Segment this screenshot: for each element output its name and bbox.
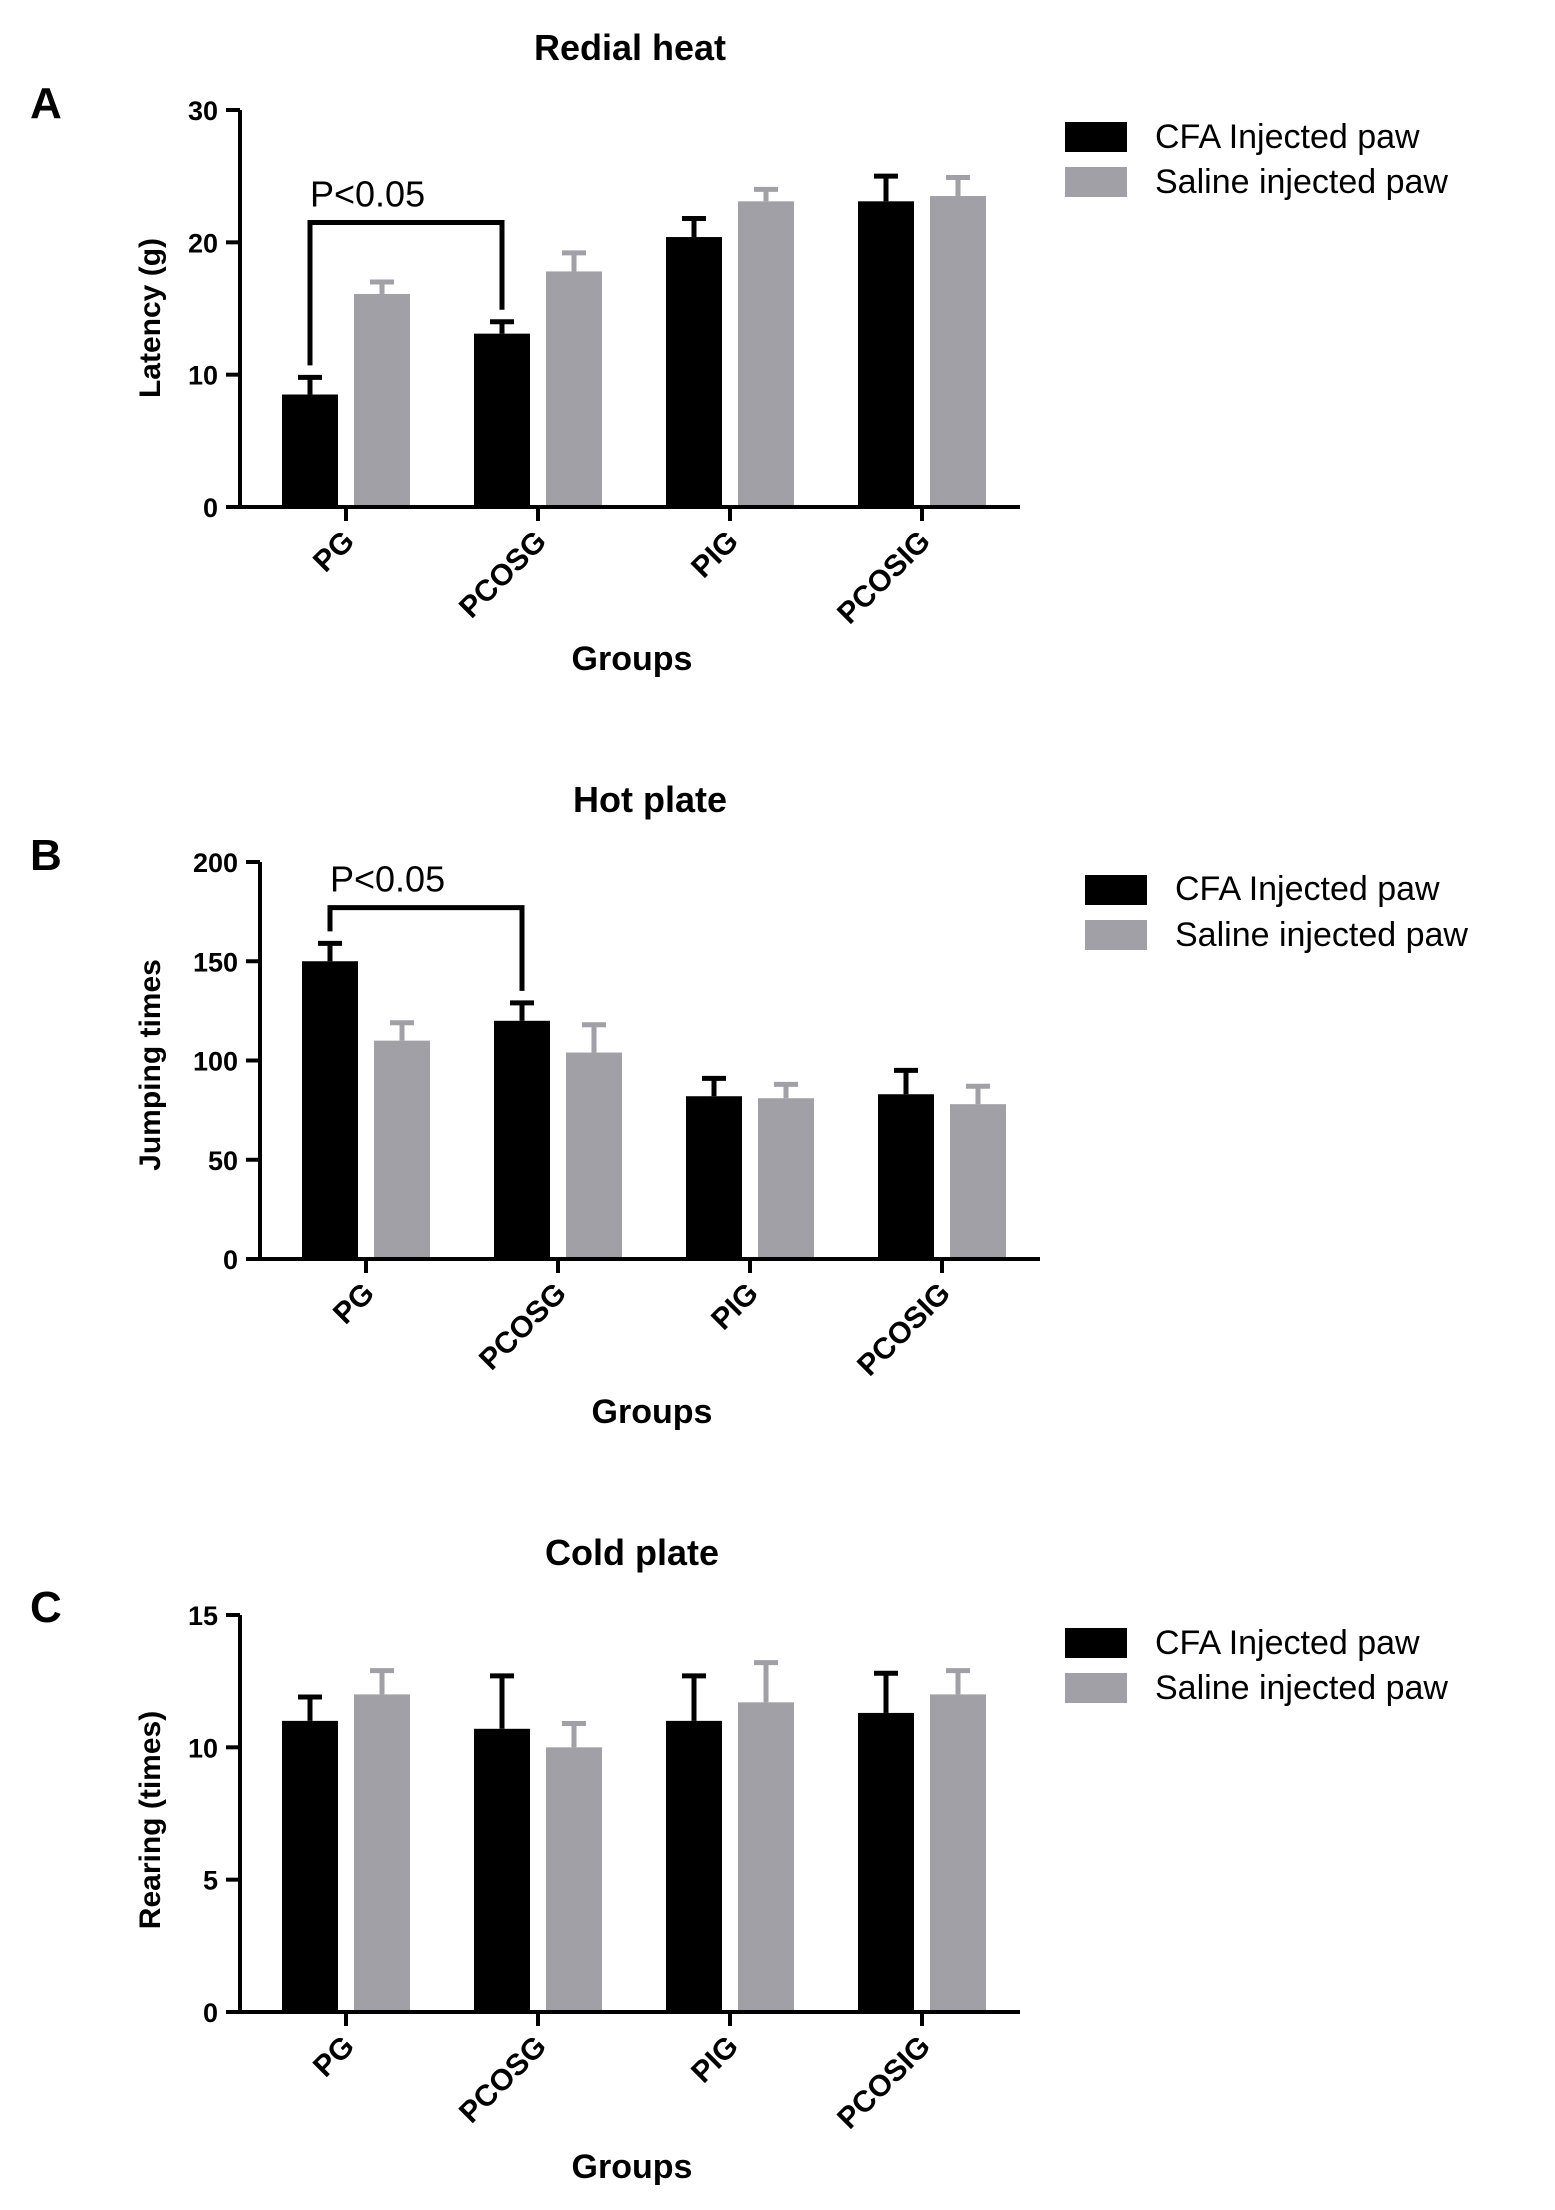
x-tick-label: PIG (685, 2030, 745, 2090)
y-tick-label: 10 (188, 361, 218, 391)
panel-b-x-axis-label: Groups (592, 1393, 713, 1431)
y-tick-label: 20 (188, 228, 218, 258)
panel-b-plot: 0 50 100 150 200 PG PCOSG PIG PCOSIG P<0.05 (193, 848, 1040, 1382)
panel-a-legend: CFA Injected paw Saline injected paw (1065, 118, 1448, 201)
bar (930, 1694, 986, 2012)
y-tick-label: 100 (193, 1047, 238, 1077)
panel-a-title: Redial heat (534, 27, 726, 68)
bar (282, 1720, 338, 2012)
panel-a-legend-label-saline: Saline injected paw (1155, 163, 1448, 201)
x-tick-label: PIG (685, 525, 745, 585)
bar (858, 1712, 914, 2012)
bar (546, 271, 602, 507)
bar (858, 201, 914, 507)
panel-c-title: Cold plate (545, 1532, 719, 1573)
x-tick-label: PCOSIG (831, 2030, 937, 2136)
significance-bracket (327, 905, 525, 991)
x-tick-label: PG (307, 2030, 361, 2084)
y-tick-label: 10 (188, 1733, 218, 1763)
bar (282, 394, 338, 507)
bar (474, 333, 530, 507)
bar (546, 1747, 602, 2012)
panel-c-legend-swatch-cfa (1065, 1628, 1127, 1658)
y-tick-label: 150 (193, 947, 238, 977)
panel-a-legend-swatch-cfa (1065, 122, 1127, 152)
panel-c-y-axis-label: Rearing (times) (134, 1711, 167, 1929)
bar (950, 1104, 1006, 1259)
panel-b-title: Hot plate (573, 779, 727, 820)
panel-a: Redial heat A Latency (g) Groups CFA Inj… (30, 27, 1448, 678)
y-tick-label: 200 (193, 848, 238, 878)
panel-a-legend-swatch-saline (1065, 167, 1127, 197)
x-tick-label: PG (327, 1277, 381, 1331)
panel-b: Hot plate B Jumping times Groups CFA Inj… (30, 779, 1468, 1431)
bar (930, 196, 986, 507)
bar (878, 1094, 934, 1259)
panel-a-legend-label-cfa: CFA Injected paw (1155, 118, 1420, 156)
bar (302, 961, 358, 1259)
panel-a-label: A (30, 79, 62, 128)
panel-c: Cold plate C Rearing (times) Groups CFA … (30, 1532, 1448, 2186)
panel-c-plot: 0 5 10 15 PG PCOSG PIG PCOSIG (188, 1601, 1020, 2135)
x-tick-label: PCOSIG (831, 525, 937, 631)
y-tick-label: 0 (203, 493, 218, 523)
bar (666, 237, 722, 508)
bar (354, 293, 410, 507)
bar (494, 1020, 550, 1259)
panel-b-legend: CFA Injected paw Saline injected paw (1085, 870, 1468, 954)
panel-b-label: B (30, 831, 62, 880)
panel-b-legend-label-saline: Saline injected paw (1175, 916, 1468, 954)
significance-label: P<0.05 (330, 859, 445, 900)
panel-b-legend-swatch-saline (1085, 920, 1147, 950)
y-tick-label: 15 (188, 1601, 218, 1631)
panel-c-x-axis-label: Groups (572, 2148, 693, 2186)
panel-a-plot: 0 10 20 30 PG PCOSG PIG PCOSIG P<0.05 (188, 96, 1020, 630)
y-tick-label: 0 (223, 1245, 238, 1275)
bar (758, 1098, 814, 1259)
y-tick-label: 5 (203, 1866, 218, 1896)
panel-a-y-axis-label: Latency (g) (134, 238, 167, 398)
x-tick-label: PIG (705, 1277, 765, 1337)
x-tick-label: PCOSG (453, 2030, 553, 2130)
bar (738, 201, 794, 507)
panel-c-legend: CFA Injected paw Saline injected paw (1065, 1624, 1448, 1707)
panel-c-label: C (30, 1583, 62, 1632)
bar (686, 1096, 742, 1259)
panel-a-x-axis-label: Groups (572, 640, 693, 678)
panel-c-legend-label-cfa: CFA Injected paw (1155, 1624, 1420, 1662)
significance-label: P<0.05 (310, 173, 425, 214)
bar (566, 1052, 622, 1259)
panel-c-legend-label-saline: Saline injected paw (1155, 1669, 1448, 1707)
panel-b-legend-swatch-cfa (1085, 875, 1147, 905)
panel-b-y-axis-label: Jumping times (134, 959, 167, 1171)
x-tick-label: PCOSG (473, 1277, 573, 1377)
bar (374, 1040, 430, 1259)
bar (738, 1702, 794, 2012)
y-tick-label: 50 (208, 1146, 238, 1176)
x-tick-label: PCOSIG (851, 1277, 957, 1383)
y-tick-label: 0 (203, 1998, 218, 2028)
bar (354, 1694, 410, 2012)
y-tick-label: 30 (188, 96, 218, 126)
x-tick-label: PCOSG (453, 525, 553, 625)
significance-bracket (307, 219, 505, 366)
bar (666, 1720, 722, 2012)
panel-c-legend-swatch-saline (1065, 1673, 1127, 1703)
x-tick-label: PG (307, 525, 361, 579)
panel-b-legend-label-cfa: CFA Injected paw (1175, 870, 1440, 908)
bar (474, 1728, 530, 2012)
